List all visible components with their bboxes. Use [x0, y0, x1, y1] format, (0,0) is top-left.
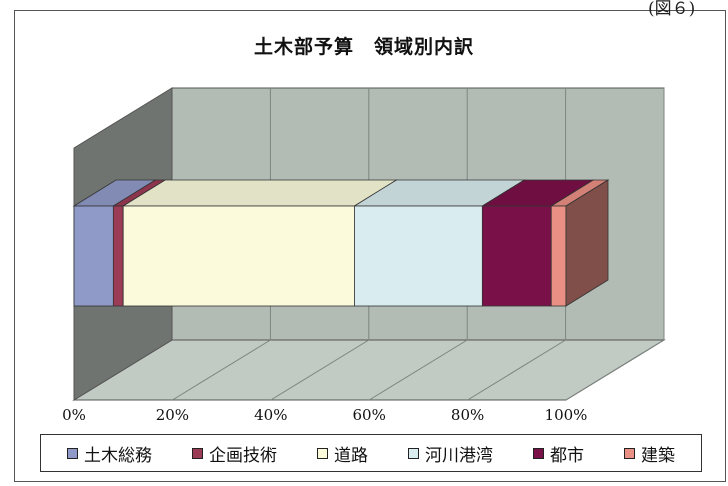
- legend-swatch: [67, 447, 78, 459]
- x-tick-label: 100%: [545, 406, 588, 424]
- bar-front-face: [550, 205, 567, 307]
- chart-floor: [72, 339, 666, 401]
- figure-label: (図６): [648, 0, 696, 19]
- bar-segment-1: [72, 179, 157, 307]
- legend-item: 河川港湾: [408, 441, 493, 466]
- gridline: [368, 339, 468, 401]
- bar-side-face: [565, 179, 609, 307]
- x-tick-label: 40%: [254, 406, 287, 424]
- gridline: [467, 339, 566, 401]
- bar-front-face: [112, 205, 124, 307]
- bar-segment-3: [121, 179, 398, 307]
- chart-title: 土木部予算 領域別内訳: [253, 36, 474, 58]
- x-tick-label: 60%: [353, 406, 386, 424]
- bar-front-face: [481, 205, 552, 307]
- legend-swatch: [317, 447, 328, 459]
- gridline: [172, 339, 271, 401]
- legend-item: 企画技術: [192, 441, 277, 466]
- bar-top-face: [121, 179, 398, 207]
- bar-front-face: [122, 205, 355, 307]
- gridline: [270, 339, 370, 401]
- legend: 土木総務 企画技術 道路 河川港湾 都市 建築: [40, 434, 702, 472]
- x-tick-label: 20%: [156, 406, 189, 424]
- legend-label: 道路: [334, 445, 368, 466]
- legend-swatch: [533, 447, 544, 459]
- legend-swatch: [192, 447, 203, 459]
- bar-front-face: [354, 205, 483, 307]
- legend-label: 河川港湾: [425, 445, 493, 466]
- legend-item: 土木総務: [67, 441, 152, 466]
- gridline: [565, 339, 665, 401]
- x-tick-label: 80%: [451, 406, 484, 424]
- legend-label: 土木総務: [84, 445, 152, 466]
- legend-label: 都市: [550, 445, 584, 466]
- x-tick-label: 0%: [62, 406, 86, 424]
- legend-item: 建築: [624, 441, 675, 466]
- bar-front-face: [73, 205, 114, 307]
- legend-swatch: [624, 447, 635, 459]
- legend-item: 都市: [533, 441, 584, 466]
- legend-label: 企画技術: [209, 445, 277, 466]
- bar-segment-4: [353, 179, 526, 307]
- legend-item: 道路: [317, 441, 368, 466]
- legend-swatch: [408, 447, 419, 459]
- bar-segment-6: [549, 179, 610, 307]
- bar-segment-5: [480, 179, 595, 307]
- legend-label: 建築: [641, 445, 675, 466]
